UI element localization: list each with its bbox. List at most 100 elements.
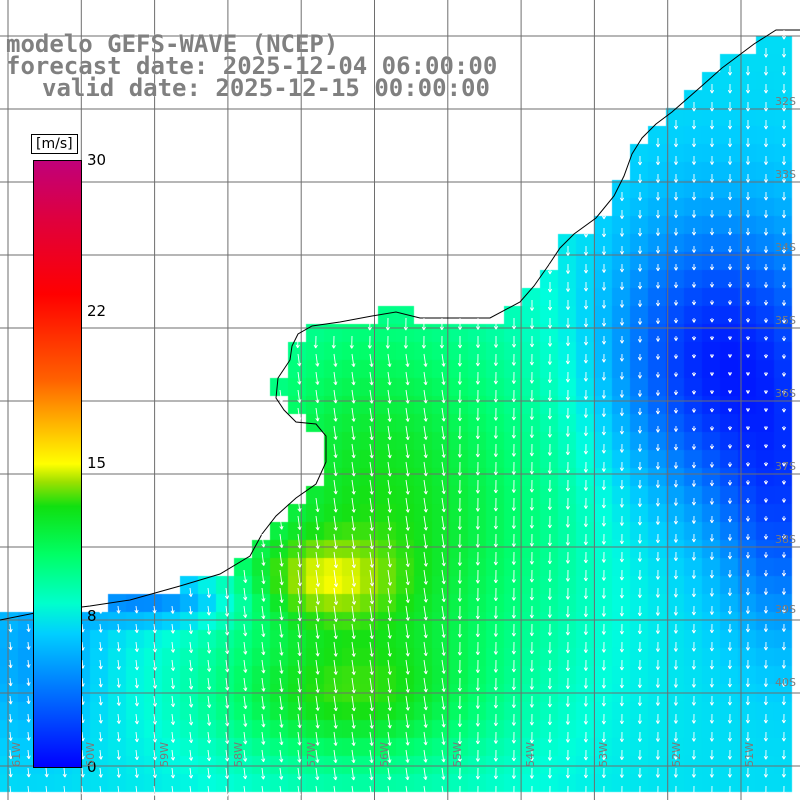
wind-arrow (441, 371, 446, 385)
wind-arrow (423, 749, 428, 763)
wind-arrow (547, 731, 552, 743)
wind-arrow (369, 515, 374, 531)
wind-arrow (637, 605, 642, 617)
wind-arrow (565, 371, 570, 383)
wind-arrow (225, 749, 230, 762)
wind-arrow (475, 551, 480, 566)
wind-arrow (369, 479, 374, 495)
wind-arrow (727, 173, 733, 183)
wind-arrow (601, 659, 606, 671)
wind-arrow (745, 695, 750, 706)
wind-arrow (152, 623, 157, 634)
wind-arrow (26, 767, 31, 778)
wind-arrow (673, 281, 679, 289)
wind-arrow (745, 155, 751, 165)
wind-arrow (619, 353, 624, 362)
wind-arrow (98, 605, 103, 614)
wind-arrow (727, 659, 732, 670)
wind-arrow (511, 767, 516, 779)
wind-arrow (763, 209, 769, 218)
wind-arrow (745, 551, 751, 559)
wind-arrow (583, 641, 588, 653)
wind-arrow (511, 443, 516, 457)
wind-arrow (727, 155, 733, 165)
wind-arrow (511, 497, 516, 511)
wind-arrow (583, 497, 588, 509)
wind-arrow (673, 335, 679, 341)
wind-arrow (619, 479, 624, 490)
wind-arrow (547, 317, 553, 329)
wind-arrow (206, 785, 211, 797)
wind-arrow (423, 641, 428, 657)
wind-arrow (243, 713, 248, 727)
wind-arrow (441, 353, 446, 367)
wind-arrow (441, 785, 446, 798)
wind-arrow (351, 785, 356, 798)
wind-arrow (387, 461, 392, 477)
wind-arrow (727, 353, 733, 358)
wind-arrow (763, 227, 769, 236)
wind-arrow (405, 749, 410, 763)
wind-arrow (261, 623, 266, 638)
wind-arrow (547, 299, 553, 311)
wind-arrow (116, 713, 121, 724)
wind-arrow (583, 407, 588, 418)
wind-arrow (637, 515, 642, 526)
wind-arrow (457, 461, 462, 476)
wind-arrow (727, 677, 732, 688)
wind-arrow (727, 119, 733, 130)
wind-arrow (529, 515, 534, 529)
wind-arrow (405, 461, 410, 477)
wind-arrow (475, 335, 481, 348)
wind-arrow (297, 497, 302, 512)
wind-arrow (333, 749, 338, 764)
wind-arrow (727, 767, 732, 778)
wind-arrow (493, 443, 498, 457)
wind-arrow (457, 479, 462, 494)
wind-arrow (709, 677, 714, 688)
wind-arrow (152, 605, 157, 614)
wind-arrow (511, 515, 516, 529)
wind-arrow (405, 353, 410, 367)
wind-arrow (673, 731, 678, 742)
wind-arrow (315, 767, 320, 781)
wind-arrow (8, 785, 13, 796)
wind-arrow (170, 695, 176, 708)
colorbar-tick: 15 (87, 454, 107, 472)
wind-arrow (80, 785, 85, 796)
wind-arrow (781, 767, 786, 778)
wind-arrow (709, 227, 715, 236)
lon-label: 57W (305, 742, 318, 767)
wind-arrow (709, 479, 715, 487)
wind-arrow (279, 695, 284, 711)
wind-arrow (457, 731, 462, 745)
wind-arrow (637, 623, 642, 635)
wind-arrow (351, 515, 356, 531)
wind-arrow (781, 281, 787, 289)
wind-arrow (601, 353, 606, 363)
colorbar-tick: 22 (87, 302, 107, 320)
wind-arrow (333, 605, 338, 623)
wind-arrow (279, 551, 284, 567)
wind-arrow (745, 119, 751, 130)
wind-arrow (691, 605, 696, 616)
wind-arrow (333, 767, 338, 781)
wind-arrow (781, 191, 787, 201)
wind-arrow (315, 587, 320, 605)
wind-arrow (369, 605, 374, 622)
wind-arrow (511, 479, 516, 493)
lon-label: 59W (158, 742, 171, 767)
wind-arrow (297, 749, 302, 763)
wind-arrow (691, 587, 696, 598)
wind-arrow (493, 461, 498, 476)
wind-arrow (225, 623, 230, 636)
wind-arrow (387, 695, 392, 711)
wind-arrow (727, 83, 733, 94)
wind-arrow (297, 713, 302, 729)
wind-arrow (62, 767, 67, 778)
wind-arrow (297, 515, 302, 531)
wind-arrow (781, 749, 786, 760)
wind-arrow (637, 767, 642, 778)
wind-arrow (170, 659, 176, 672)
wind-arrow (781, 29, 787, 40)
